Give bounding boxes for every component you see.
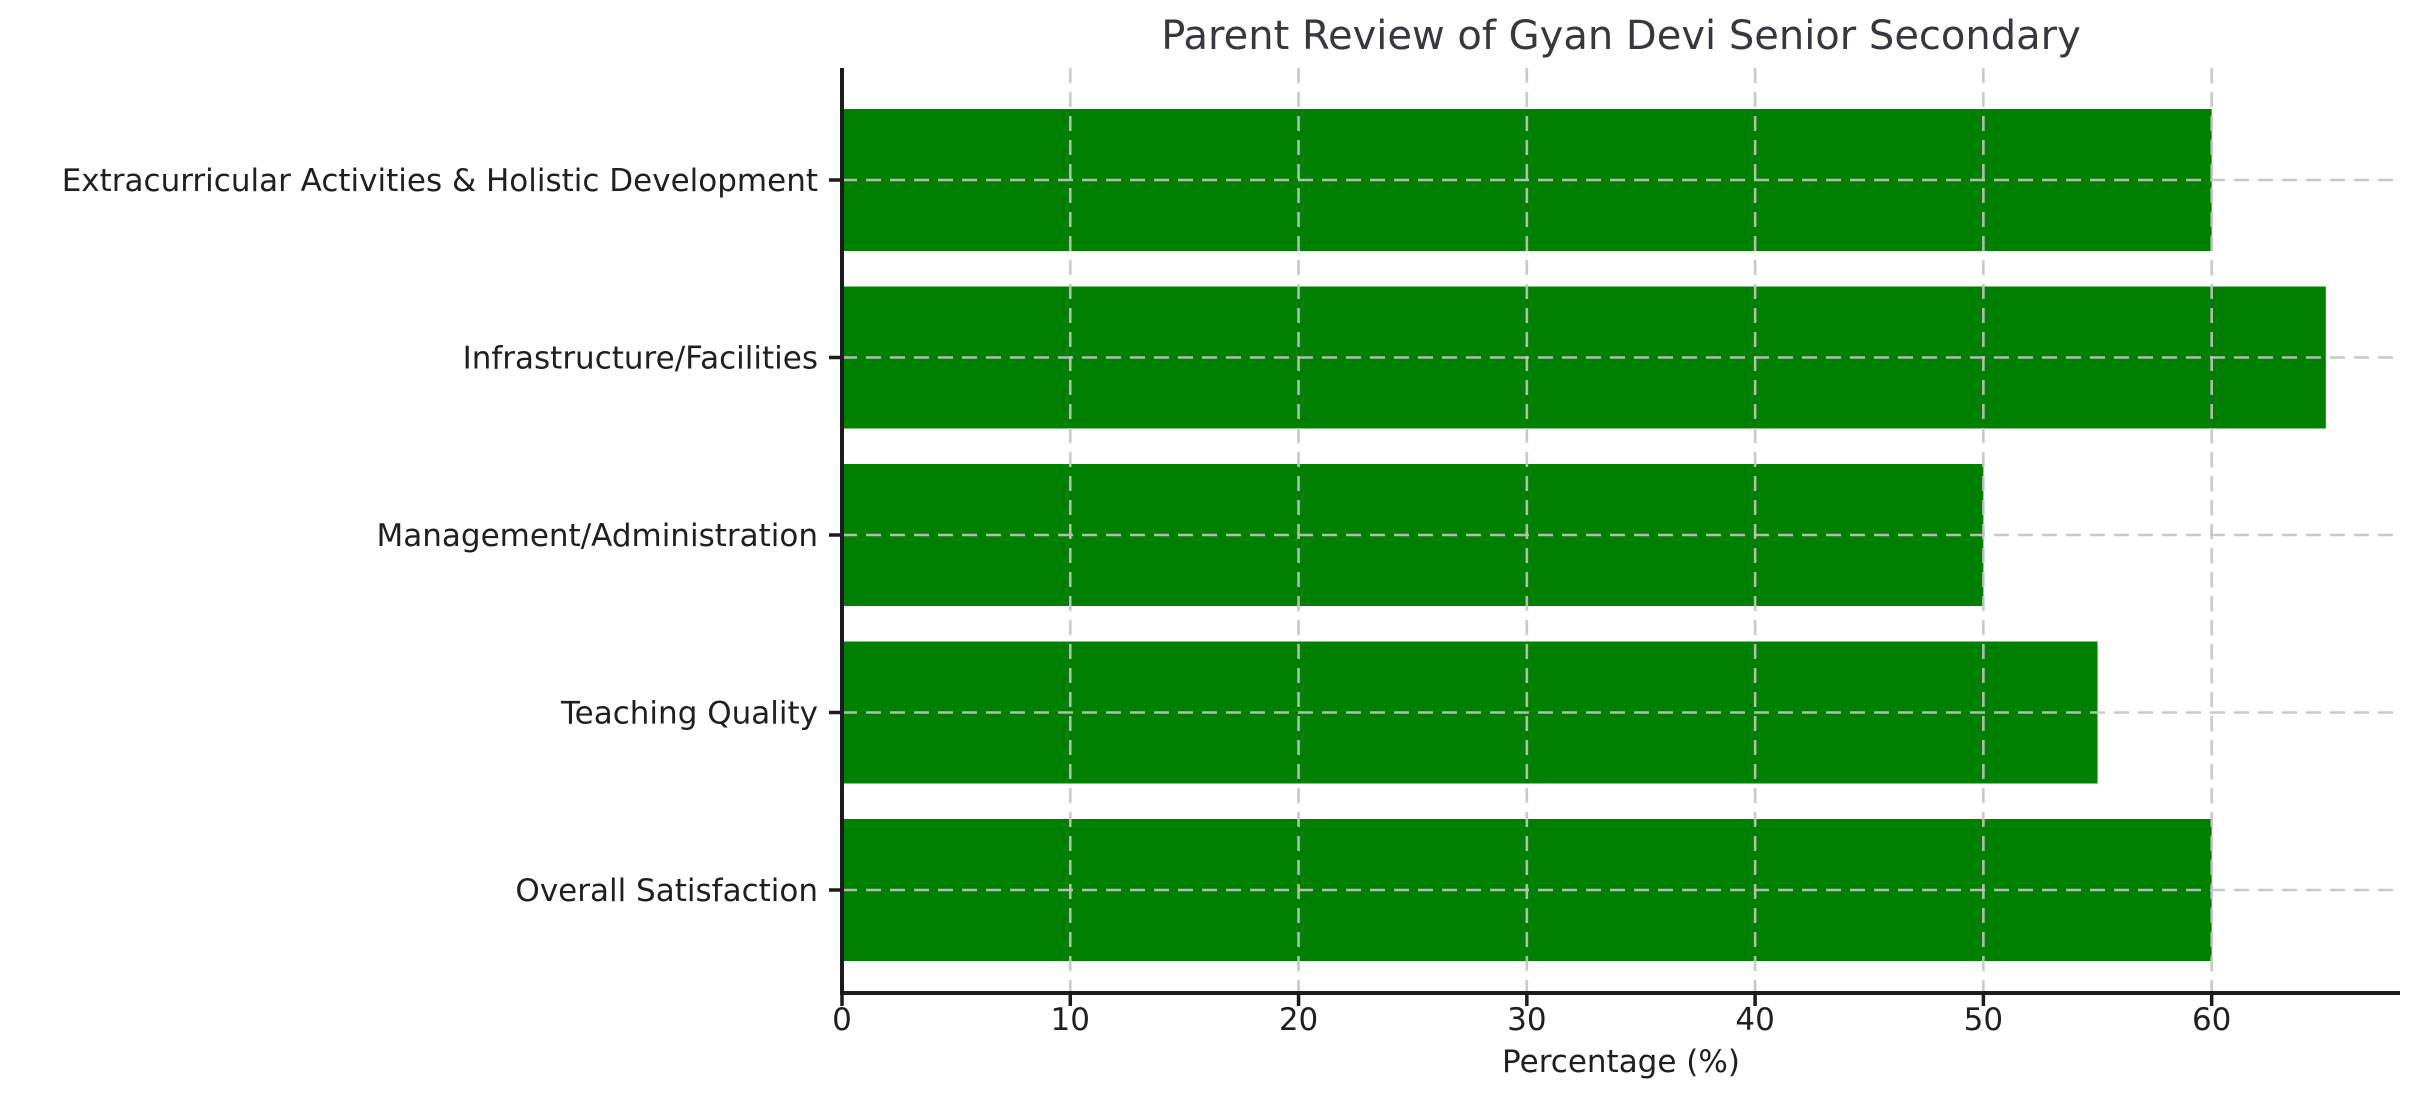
y-tick-label: Teaching Quality xyxy=(560,696,818,732)
x-tick-label: 0 xyxy=(832,1002,852,1038)
grid-layer xyxy=(842,68,2400,993)
x-tick-label: 50 xyxy=(1964,1002,2003,1038)
tick-labels-layer: Extracurricular Activities & Holistic De… xyxy=(62,163,2232,1038)
x-tick-label: 20 xyxy=(1279,1002,1318,1038)
chart-title: Parent Review of Gyan Devi Senior Second… xyxy=(1161,13,2081,59)
axes-layer xyxy=(829,68,2400,1006)
x-tick-label: 10 xyxy=(1051,1002,1090,1038)
x-tick-label: 40 xyxy=(1735,1002,1774,1038)
y-tick-label: Management/Administration xyxy=(377,518,819,554)
y-tick-label: Overall Satisfaction xyxy=(515,873,818,909)
x-tick-label: 60 xyxy=(2192,1002,2231,1038)
bar xyxy=(842,464,1984,606)
x-axis-label: Percentage (%) xyxy=(1502,1044,1740,1080)
y-tick-label: Infrastructure/Facilities xyxy=(463,341,818,377)
x-tick-label: 30 xyxy=(1507,1002,1546,1038)
y-tick-label: Extracurricular Activities & Holistic De… xyxy=(62,163,818,199)
